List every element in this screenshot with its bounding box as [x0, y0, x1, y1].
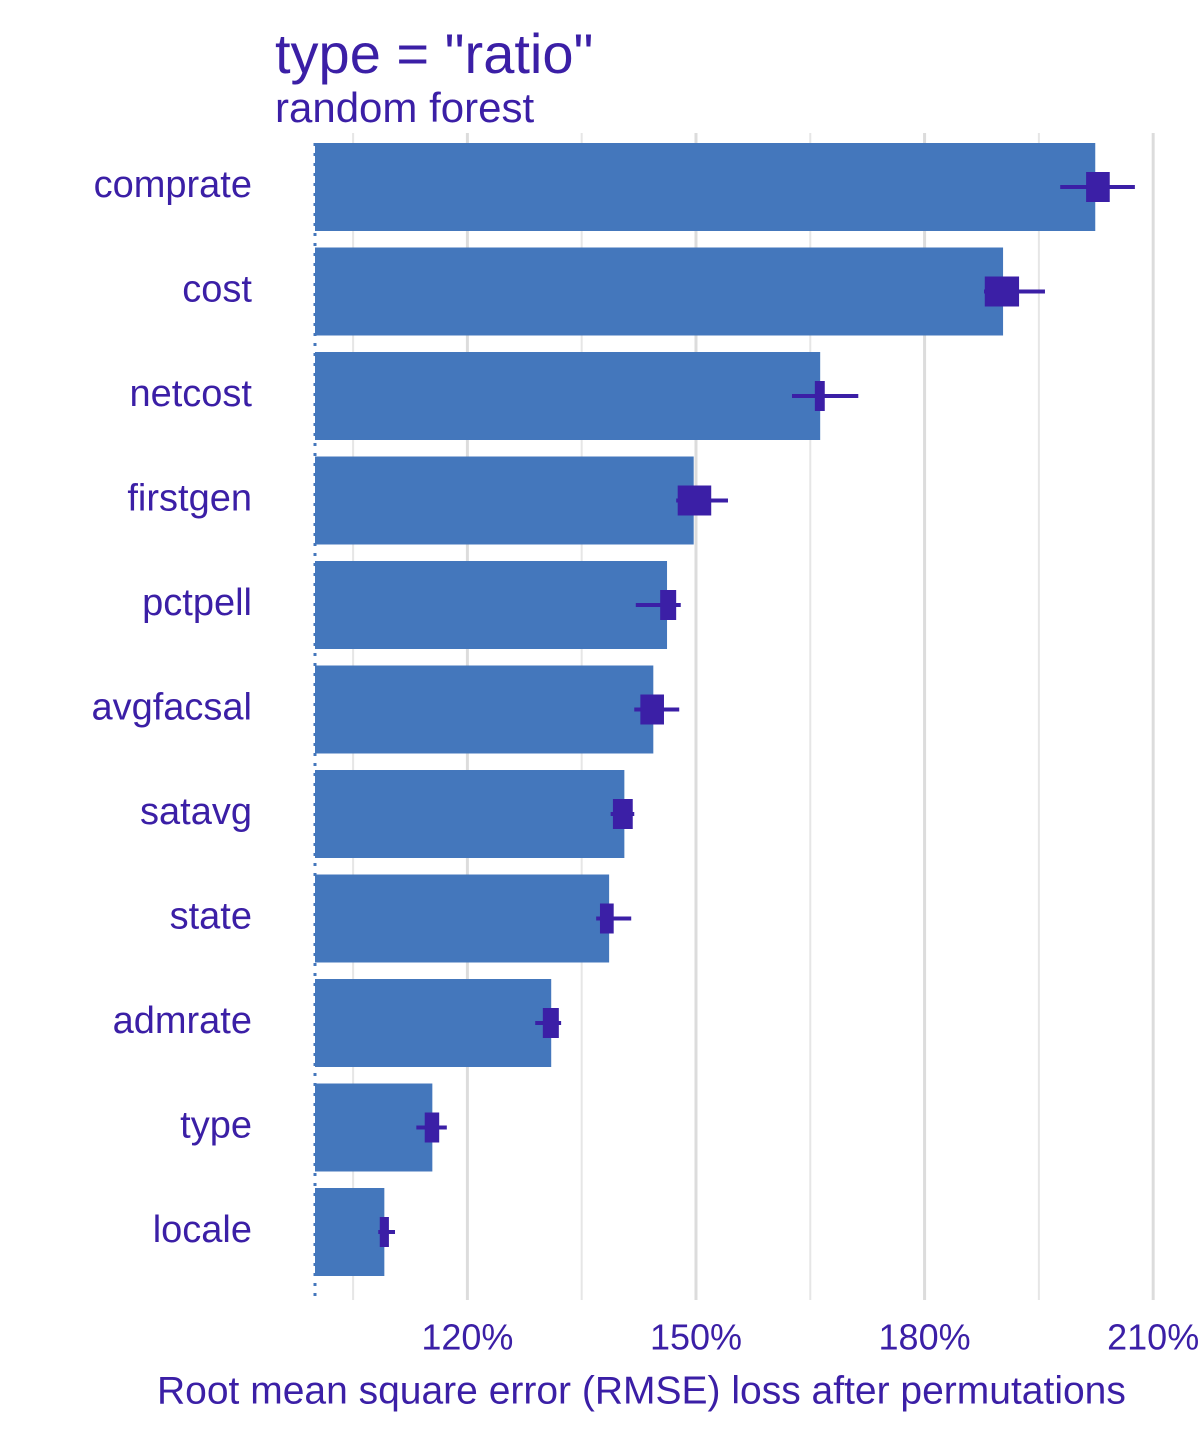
- y-tick-label: cost: [182, 269, 252, 311]
- y-tick-label: satavg: [140, 791, 252, 833]
- bar: [315, 770, 625, 858]
- chart-title: type = "ratio": [275, 22, 593, 85]
- y-tick-label: firstgen: [127, 478, 252, 520]
- interval-box: [660, 590, 677, 620]
- interval-box: [640, 694, 664, 725]
- bar: [315, 874, 610, 963]
- interval-box: [1086, 172, 1110, 202]
- x-tick-label: 120%: [421, 1317, 513, 1358]
- interval-box: [542, 1008, 559, 1038]
- y-tick-label: netcost: [129, 373, 252, 415]
- interval-box: [814, 381, 825, 411]
- bar: [315, 352, 821, 440]
- x-tick-label: 180%: [879, 1317, 971, 1358]
- interval-box: [677, 485, 712, 516]
- interval-box: [424, 1112, 440, 1143]
- bar: [315, 979, 552, 1067]
- y-tick-label: state: [170, 896, 252, 938]
- y-tick-label: type: [180, 1105, 252, 1147]
- interval-box: [612, 799, 633, 829]
- x-axis-label: Root mean square error (RMSE) loss after…: [157, 1369, 1126, 1412]
- interval-box: [984, 276, 1020, 307]
- bar: [315, 1083, 433, 1172]
- y-tick-label: admrate: [113, 1000, 252, 1042]
- y-tick-label: comprate: [94, 164, 252, 206]
- y-tick-label: locale: [153, 1209, 252, 1251]
- bar: [315, 456, 694, 545]
- bar: [315, 247, 1004, 336]
- chart-subtitle: random forest: [275, 84, 534, 131]
- x-tick-label: 150%: [650, 1317, 742, 1358]
- x-tick-label: 210%: [1107, 1317, 1199, 1358]
- bar: [315, 561, 668, 649]
- bar: [315, 665, 654, 754]
- y-tick-label: pctpell: [142, 582, 252, 624]
- bar: [315, 143, 1096, 231]
- y-tick-label: avgfacsal: [91, 687, 252, 729]
- bar: [315, 1188, 385, 1276]
- interval-box: [379, 1217, 389, 1247]
- interval-box: [599, 903, 614, 934]
